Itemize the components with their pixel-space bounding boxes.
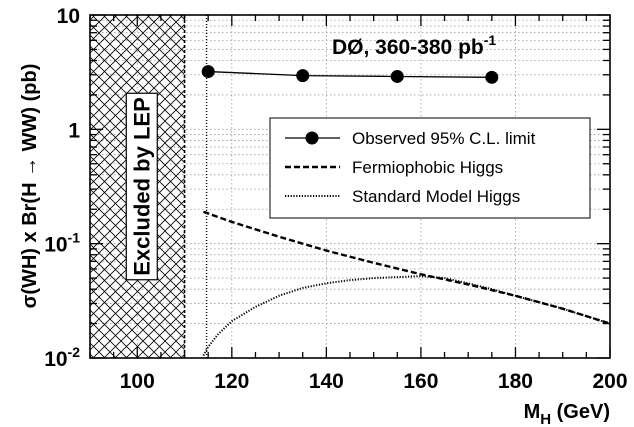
x-tick-label: 160	[403, 370, 438, 393]
x-tick-label: 200	[592, 370, 627, 393]
experiment-annotation: DØ, 360-380 pb-1	[332, 32, 496, 59]
series-layer	[201, 65, 610, 357]
data-point	[201, 65, 215, 79]
x-tick-labels: 100 120 140 160 180 200	[120, 370, 628, 393]
legend-label: Observed 95% C.L. limit	[352, 129, 536, 148]
series-line	[203, 210, 610, 325]
excluded-region: Excluded by LEP	[90, 15, 208, 358]
x-axis-title: MH (GeV)	[524, 401, 610, 427]
data-point	[296, 69, 310, 83]
excluded-label: Excluded by LEP	[129, 97, 154, 276]
legend: Observed 95% C.L. limit Fermiophobic Higg…	[269, 117, 591, 219]
tick-marks	[89, 14, 611, 359]
x-tick-label: 140	[309, 370, 344, 393]
data-point	[485, 70, 499, 84]
y-tick-label: 10-1	[44, 230, 80, 257]
legend-label: Fermiophobic Higgs	[352, 158, 503, 177]
y-tick-label: 10	[57, 5, 80, 28]
x-tick-label: 100	[120, 370, 155, 393]
y-tick-label: 1	[68, 119, 80, 142]
series-line	[202, 275, 610, 357]
y-tick-label: 10-2	[44, 344, 80, 371]
x-tick-label: 180	[498, 370, 533, 393]
excluded-label-box	[125, 92, 158, 281]
series-line	[208, 70, 492, 78]
x-tick-label: 120	[214, 370, 249, 393]
y-axis-title: σ(WH) x Br(H → WW) (pb)	[19, 64, 41, 309]
data-point	[390, 69, 404, 83]
legend-marker	[305, 131, 319, 145]
y-tick-labels: 10-2 10-1 1 10	[44, 5, 80, 371]
legend-label: Standard Model Higgs	[352, 187, 520, 206]
